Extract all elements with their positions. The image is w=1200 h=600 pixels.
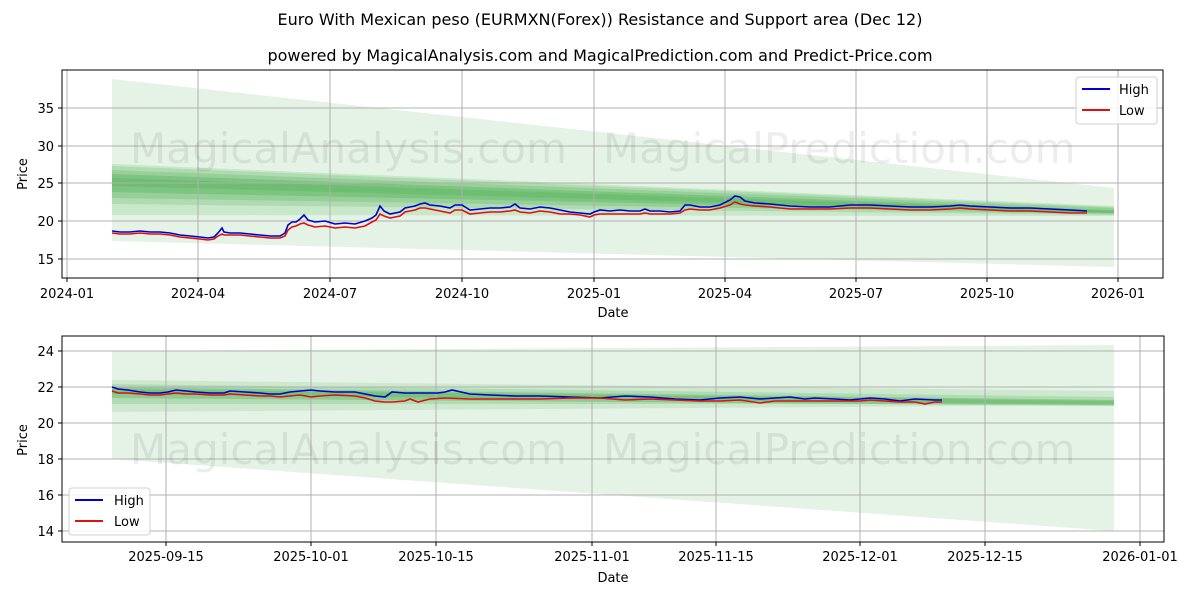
grid: [62, 70, 1163, 278]
x-tick-label: 2025-10-15: [398, 550, 474, 565]
chart-title: Euro With Mexican peso (EURMXN(Forex)) R…: [277, 10, 923, 29]
y-tick-label: 24: [37, 345, 54, 360]
high-line: [111, 386, 942, 402]
watermark: MagicalAnalysis.com: [130, 425, 567, 474]
y-axis-label: Price: [16, 158, 31, 190]
watermark: MagicalPrediction.com: [603, 425, 1076, 474]
mid-band: [112, 380, 1114, 412]
y-tick-label: 22: [37, 381, 54, 396]
x-tick-label: 2024-07: [303, 287, 357, 302]
top-legend: High Low: [1075, 76, 1158, 125]
x-tick-label: 2024-10: [435, 287, 489, 302]
core-band: [112, 174, 1114, 213]
bottom-axes-frame: [61, 335, 1165, 543]
x-axis-label: Date: [597, 306, 628, 321]
low-line: [111, 390, 942, 405]
x-tick-label: 2025-10-01: [273, 550, 349, 565]
y-tick-label: 16: [37, 489, 54, 504]
watermark: MagicalAnalysis.com: [130, 124, 567, 173]
low-line: [111, 201, 1087, 241]
x-tick-label: 2025-10: [960, 287, 1014, 302]
x-axis-label: Date: [597, 571, 628, 586]
mid-band: [112, 164, 1114, 216]
y-tick-label: 20: [37, 417, 54, 432]
legend-low-label: Low: [1119, 104, 1145, 119]
y-tick-label: 30: [37, 140, 54, 155]
x-tick-label: 2025-11-15: [678, 550, 754, 565]
x-tick-label: 2025-04: [698, 287, 752, 302]
y-tick-label: 18: [37, 453, 54, 468]
watermark: MagicalAnalysis.com: [130, 274, 567, 323]
legend-high-label: High: [114, 494, 144, 509]
chart-subtitle: powered by MagicalAnalysis.com and Magic…: [267, 46, 933, 65]
x-tick-label: 2024-01: [40, 287, 94, 302]
legend-high-label: High: [1119, 83, 1149, 98]
x-tick-label: 2026-01: [1091, 287, 1145, 302]
bottom-chart: MagicalAnalysis.com MagicalPrediction.co…: [16, 335, 1178, 586]
x-tick-label: 2026-01-01: [1102, 550, 1178, 565]
outer-band: [112, 79, 1114, 267]
y-tick-label: 15: [37, 253, 54, 268]
x-tick-label: 2025-09-15: [128, 550, 204, 565]
bottom-legend: High Low: [68, 487, 151, 536]
outer-band: [112, 345, 1114, 531]
y-tick-label: 35: [37, 102, 54, 117]
x-tick-label: 2025-11-01: [554, 550, 630, 565]
x-tick-label: 2025-07: [829, 287, 883, 302]
high-line: [111, 195, 1088, 239]
x-tick-label: 2025-12-01: [822, 550, 898, 565]
y-tick-label: 20: [37, 215, 54, 230]
top-axes-frame: [61, 69, 1164, 279]
watermark: MagicalPrediction.com: [603, 274, 1076, 323]
x-tick-label: 2024-04: [171, 287, 225, 302]
legend-low-label: Low: [114, 515, 140, 530]
watermark: MagicalPrediction.com: [603, 124, 1076, 173]
y-tick-label: 25: [37, 177, 54, 192]
x-tick-label: 2025-01: [567, 287, 621, 302]
grid: [62, 336, 1164, 542]
y-axis-label: Price: [16, 424, 31, 456]
x-tick-label: 2025-12-15: [947, 550, 1023, 565]
y-tick-label: 14: [37, 525, 54, 540]
top-chart: MagicalAnalysis.com MagicalPrediction.co…: [16, 69, 1164, 323]
